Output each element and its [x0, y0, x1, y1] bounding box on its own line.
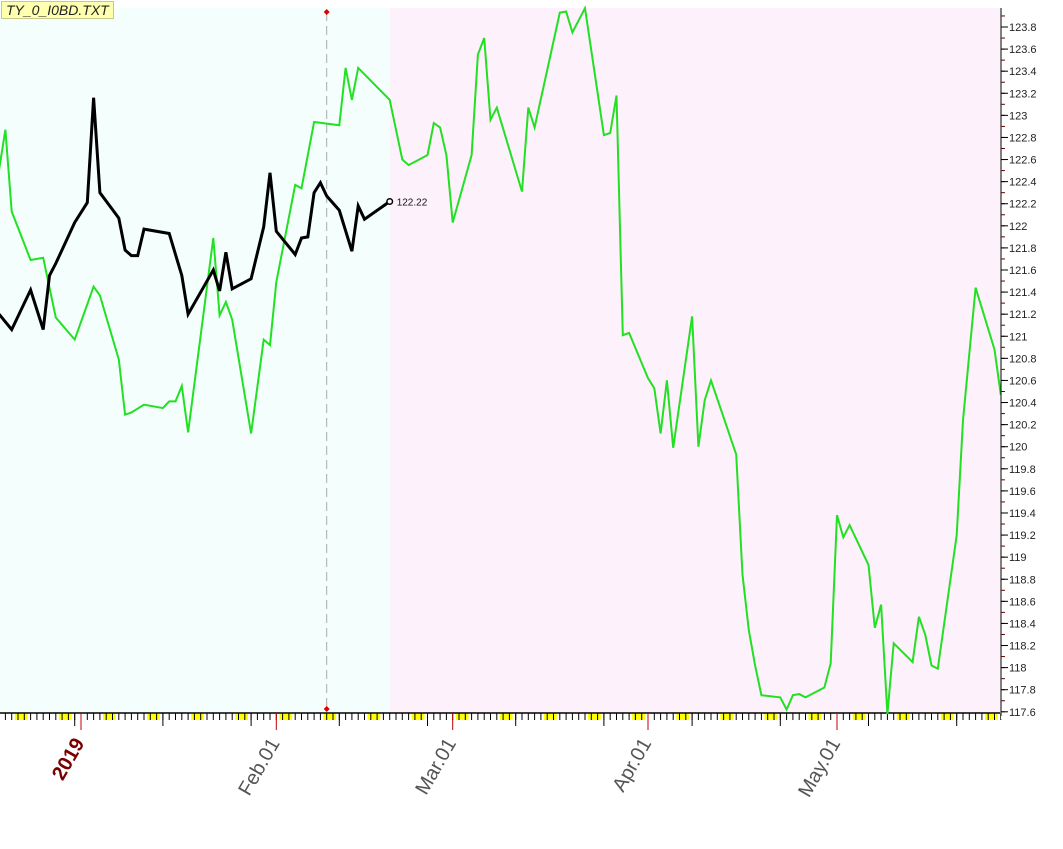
y-tick-label: 123: [1009, 110, 1027, 122]
y-tick-label: 121.8: [1009, 243, 1037, 255]
y-axis-background: [1001, 0, 1063, 719]
y-tick-label: 117.6: [1009, 707, 1036, 719]
y-axis: 117.6 117.8 118 118.2 118.4 118.6 118.8 119 119.…: [1000, 0, 1063, 719]
cursor-marker-bottom: [323, 706, 330, 712]
y-tick-label: 118.8: [1009, 574, 1036, 586]
green-series-line: [0, 4, 1002, 715]
x-axis-labels: 2019 Feb.01 Mar.01 Apr.01 May.01: [48, 735, 845, 802]
last-value-label: 122.22: [397, 198, 428, 209]
y-tick-label: 121: [1009, 331, 1027, 343]
x-tick-label: 2019: [48, 735, 89, 785]
series-lines: 122.22: [0, 4, 1002, 715]
chart-title: TY_0_I0BD.TXT: [1, 1, 114, 19]
black-series-line: [0, 97, 391, 333]
x-tick-label: Apr.01: [608, 735, 656, 796]
y-tick-label: 122: [1009, 221, 1027, 233]
y-tick-label: 117.8: [1009, 685, 1036, 697]
date-cursor[interactable]: [323, 9, 330, 712]
y-tick-label: 119.8: [1009, 464, 1036, 476]
y-tick-label: 122.4: [1009, 177, 1037, 189]
y-tick-label: 122.6: [1009, 155, 1037, 167]
shaded-region: [0, 8, 390, 713]
last-value-marker: [386, 197, 394, 206]
y-tick-label: 118: [1009, 663, 1027, 675]
y-tick-label: 120.6: [1009, 375, 1037, 387]
y-tick-label: 122.2: [1009, 199, 1037, 211]
y-tick-label: 119: [1009, 552, 1027, 564]
cursor-marker-top: [323, 9, 330, 15]
y-tick-label: 120.8: [1009, 353, 1037, 365]
background-regions: [0, 8, 1000, 713]
y-tick-label: 123.4: [1009, 66, 1037, 78]
y-tick-label: 121.4: [1009, 287, 1037, 299]
y-tick-label: 121.2: [1009, 309, 1037, 321]
x-tick-label: Feb.01: [234, 735, 284, 800]
y-tick-label: 123.6: [1009, 44, 1037, 56]
x-tick-label: May.01: [794, 735, 845, 802]
x-axis: [0, 712, 1002, 730]
y-tick-label: 120.4: [1009, 398, 1037, 410]
y-tick-label: 120: [1009, 442, 1027, 454]
y-tick-label: 118.6: [1009, 596, 1036, 608]
y-tick-label: 123.2: [1009, 88, 1037, 100]
y-tick-label: 121.6: [1009, 265, 1037, 277]
y-tick-label: 118.4: [1009, 618, 1036, 630]
y-tick-label: 123.8: [1009, 22, 1037, 34]
y-tick-label: 119.4: [1009, 508, 1036, 520]
y-tick-label: 119.2: [1009, 530, 1036, 542]
y-tick-label: 122.8: [1009, 132, 1037, 144]
y-tick-label: 120.2: [1009, 420, 1037, 432]
y-tick-label: 119.6: [1009, 486, 1036, 498]
x-tick-label: Mar.01: [411, 735, 461, 799]
y-tick-label: 118.2: [1009, 641, 1036, 653]
